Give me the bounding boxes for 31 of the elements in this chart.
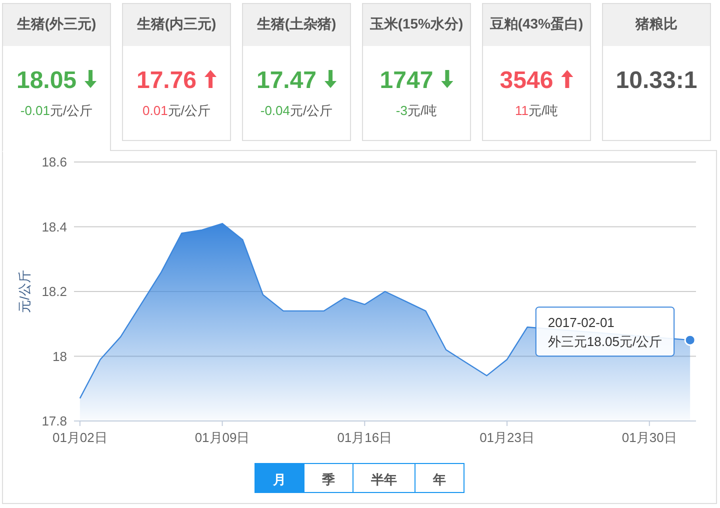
category-label: 生猪(内三元) (136, 16, 216, 32)
data-label: 0.01元/公斤 (142, 103, 210, 118)
category-label: 生猪(土杂猪) (256, 16, 336, 32)
category-label: 生猪(外三元) (16, 16, 96, 32)
category-label: 豆粕(43%蛋白) (488, 16, 584, 32)
category-label: 玉米(15%水分) (368, 16, 464, 32)
y-tick-label: 18 (52, 348, 67, 364)
y-tick-label: 18.6 (42, 154, 67, 170)
annotation: 2017-02-01 外三元18.05元/公斤 (548, 315, 662, 350)
data-label: -0.01元/公斤 (20, 103, 93, 118)
x-tick-label: 01月23日 (480, 430, 534, 445)
x-tick-label: 01月09日 (194, 430, 250, 445)
y-tick-label: 17.8 (42, 414, 67, 428)
data-label: -0.04元/公斤 (260, 103, 333, 118)
x-tick-label: 01月30日 (622, 430, 677, 445)
x-tick-label: 01月16日 (337, 430, 392, 445)
text: 3546 (500, 67, 554, 94)
text: 17.76 (136, 67, 197, 94)
y-tick-label: 18.2 (42, 284, 67, 299)
data-label: -3元/吨 (396, 103, 438, 118)
buttons: 月 季 半年 年 (254, 463, 464, 493)
data-label: 11元/吨 (514, 103, 558, 118)
card: 猪粮比 10.33:1 (602, 3, 711, 141)
y-tick-label: 18.4 (42, 219, 67, 234)
text: 1747 (380, 67, 434, 94)
y-axis-title: 元/公斤 (17, 270, 32, 313)
category-label: 猪粮比 (634, 16, 678, 32)
x-tick-label: 01月02日 (52, 430, 108, 445)
text: 17.47 (256, 67, 317, 94)
annotation: 2017-02-01 外三元18.05元/公斤 (535, 306, 696, 357)
text: 18.05 (16, 67, 77, 94)
